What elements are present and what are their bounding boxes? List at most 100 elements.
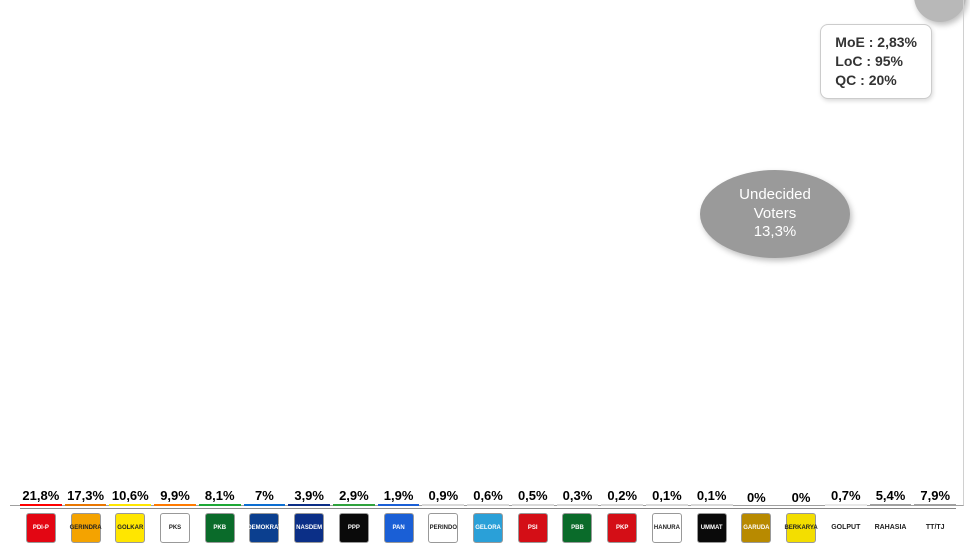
bar-slot: 0% (780, 491, 822, 506)
bar-value-label: 10,6% (112, 489, 149, 502)
bar-slot: 5,4% (870, 489, 912, 506)
party-logo-icon: HANURA (652, 513, 682, 543)
bar-slot: 0,2% (601, 489, 643, 506)
bar (914, 504, 956, 506)
bar-value-label: 2,9% (339, 489, 369, 502)
x-axis-text: TT/TJ (926, 524, 945, 531)
party-logo-icon: PDI-P (26, 513, 56, 543)
bar-slot: 0,9% (422, 489, 464, 506)
bar-value-label: 0,1% (697, 489, 727, 502)
bar (467, 504, 509, 506)
x-axis-cell: GERINDRA (65, 509, 107, 544)
x-axis-cell: PKS (154, 509, 196, 544)
x-axis-cell: PAN (378, 509, 420, 544)
bar-slot: 2,9% (333, 489, 375, 506)
undecided-callout: Undecided Voters 13,3% (700, 170, 850, 258)
bar-slot: 9,9% (154, 489, 196, 506)
party-logo-icon: NASDEM (294, 513, 324, 543)
bar-slot: 1,9% (378, 489, 420, 506)
party-logo-icon: PKS (160, 513, 190, 543)
bar-value-label: 0% (792, 491, 811, 504)
bar-value-label: 0,5% (518, 489, 548, 502)
bar-value-label: 0,6% (473, 489, 503, 502)
party-logo-icon: GARUDA (741, 513, 771, 543)
bar-value-label: 8,1% (205, 489, 235, 502)
x-axis-cell: GOLPUT (825, 509, 867, 544)
bar-value-label: 7% (255, 489, 274, 502)
bar-value-label: 9,9% (160, 489, 190, 502)
party-logo-icon: GERINDRA (71, 513, 101, 543)
party-logo-icon: PKB (205, 513, 235, 543)
bar-slot: 7,9% (914, 489, 956, 506)
bar-slot: 3,9% (288, 489, 330, 506)
party-logo-icon: PBB (562, 513, 592, 543)
bar (557, 504, 599, 506)
party-logo-icon: GELORA (473, 513, 503, 543)
moe-info-card: MoE : 2,83% LoC : 95% QC : 20% (820, 24, 932, 99)
bar (512, 504, 554, 506)
bar (65, 504, 107, 506)
x-axis-cell: PPP (333, 509, 375, 544)
x-axis-cell: PKP (601, 509, 643, 544)
party-logo-icon: UMMAT (697, 513, 727, 543)
bar-value-label: 3,9% (294, 489, 324, 502)
bar-slot: 21,8% (20, 489, 62, 506)
bar-value-label: 0,9% (429, 489, 459, 502)
loc-line: LoC : 95% (835, 52, 917, 71)
bar-value-label: 0,3% (563, 489, 593, 502)
bar-slot: 0,6% (467, 489, 509, 506)
x-axis-text: RAHASIA (875, 524, 907, 531)
x-axis-cell: GARUDA (736, 509, 778, 544)
x-axis-cell: UMMAT (691, 509, 733, 544)
bar-value-label: 0,2% (607, 489, 637, 502)
bar-slot: 0,1% (646, 489, 688, 506)
bar (288, 504, 330, 506)
bar (199, 504, 241, 506)
bar-value-label: 17,3% (67, 489, 104, 502)
party-logo-icon: PKP (607, 513, 637, 543)
bar (825, 504, 867, 506)
bar-slot: 7% (244, 489, 286, 506)
party-logo-icon: PSI (518, 513, 548, 543)
x-axis-cell: PDI-P (20, 509, 62, 544)
x-axis-cell: GOLKAR (109, 509, 151, 544)
qc-line: QC : 20% (835, 71, 917, 90)
bar (422, 504, 464, 506)
bar (109, 504, 151, 506)
bar-value-label: 7,9% (920, 489, 950, 502)
bar-chart: 21,8% 17,3% 10,6% 9,9% 8,1% 7% 3,9% 2,9% 1,9% 0,9… (20, 0, 956, 506)
x-axis-cell: PSI (512, 509, 554, 544)
bar-value-label: 1,9% (384, 489, 414, 502)
x-axis-cell: BERKARYA (780, 509, 822, 544)
bar-value-label: 0,7% (831, 489, 861, 502)
party-logo-icon: BERKARYA (786, 513, 816, 543)
party-logo-icon: PERINDO (428, 513, 458, 543)
bar (870, 504, 912, 506)
x-axis-cell: NASDEM (288, 509, 330, 544)
bar-slot: 8,1% (199, 489, 241, 506)
party-logo-icon: GOLKAR (115, 513, 145, 543)
bar-value-label: 0,1% (652, 489, 682, 502)
bar-slot: 17,3% (65, 489, 107, 506)
bar (154, 504, 196, 506)
x-axis-cell: PBB (557, 509, 599, 544)
bar-slot: 0% (736, 491, 778, 506)
x-axis-cell: GELORA (467, 509, 509, 544)
bar-value-label: 5,4% (876, 489, 906, 502)
undecided-line2: Voters (754, 205, 797, 224)
x-axis-cell: PERINDO (422, 509, 464, 544)
bar-slot: 10,6% (109, 489, 151, 506)
bar (646, 504, 688, 506)
bar (691, 504, 733, 506)
undecided-line3: 13,3% (754, 223, 797, 242)
party-logo-icon: PAN (384, 513, 414, 543)
party-logo-icon: DEMOKRAT (249, 513, 279, 543)
x-axis-cell: TT/TJ (914, 509, 956, 544)
bar-value-label: 21,8% (22, 489, 59, 502)
undecided-line1: Undecided (739, 186, 811, 205)
bar-slot: 0,3% (557, 489, 599, 506)
bar (601, 504, 643, 506)
bar (244, 504, 286, 506)
bar (378, 504, 420, 506)
bar-slot: 0,7% (825, 489, 867, 506)
